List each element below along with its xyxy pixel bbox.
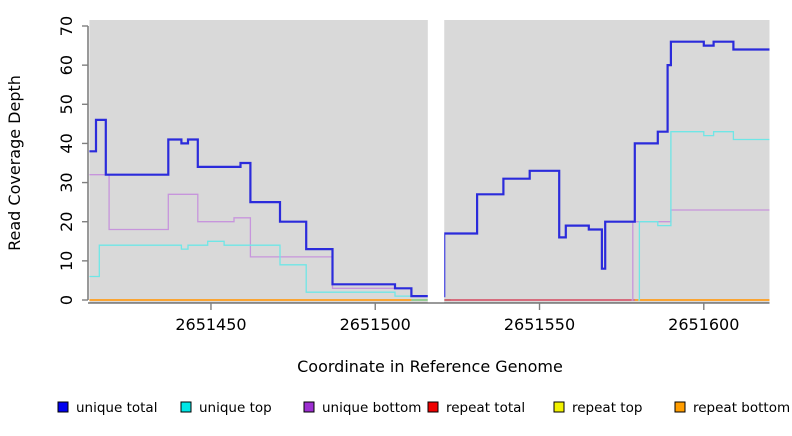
legend-item-unique-top: unique top	[180, 400, 272, 416]
x-axis-title: Coordinate in Reference Genome	[297, 357, 563, 376]
x-tick-label: 2651600	[668, 315, 739, 334]
legend-item-unique-bottom: unique bottom	[303, 400, 421, 416]
legend: unique total unique top unique bottom repea…	[57, 400, 790, 416]
legend-label: unique total	[76, 400, 157, 416]
series-unique-top-line	[89, 240, 412, 297]
y-tick-label: 70	[57, 16, 76, 36]
legend-swatch-unique-bottom	[303, 401, 315, 413]
legend-label: repeat top	[572, 400, 642, 416]
legend-label: unique top	[199, 400, 272, 416]
y-tick-label: 40	[57, 133, 76, 153]
legend-item-repeat-top: repeat top	[553, 400, 642, 416]
legend-item-repeat-total: repeat total	[427, 400, 525, 416]
y-tick-label: 20	[57, 212, 76, 232]
x-tick-label: 2651500	[340, 315, 411, 334]
coverage-gap-band	[427, 17, 445, 304]
series-unique-bottom-line	[89, 174, 412, 289]
legend-swatch-repeat-total	[427, 401, 439, 413]
series-unique-top-line	[638, 131, 770, 301]
x-tick-label: 2651450	[175, 315, 246, 334]
legend-swatch-repeat-top	[553, 401, 565, 413]
legend-label: repeat bottom	[693, 400, 790, 416]
x-tick-label: 2651550	[504, 315, 575, 334]
y-tick-label: 0	[57, 295, 76, 305]
series-unique-total-line	[89, 40, 770, 298]
legend-item-unique-total: unique total	[57, 400, 157, 416]
legend-swatch-repeat-bottom	[674, 401, 686, 413]
y-tick-label: 30	[57, 172, 76, 192]
legend-swatch-unique-top	[180, 401, 192, 413]
legend-label: repeat total	[446, 400, 525, 416]
legend-item-repeat-bottom: repeat bottom	[674, 400, 790, 416]
y-tick-label: 60	[57, 55, 76, 75]
legend-label: unique bottom	[322, 400, 421, 416]
y-tick-label: 10	[57, 251, 76, 271]
y-axis-title: Read Coverage Depth	[5, 75, 24, 251]
y-tick-label: 50	[57, 94, 76, 114]
legend-swatch-unique-total	[57, 401, 69, 413]
